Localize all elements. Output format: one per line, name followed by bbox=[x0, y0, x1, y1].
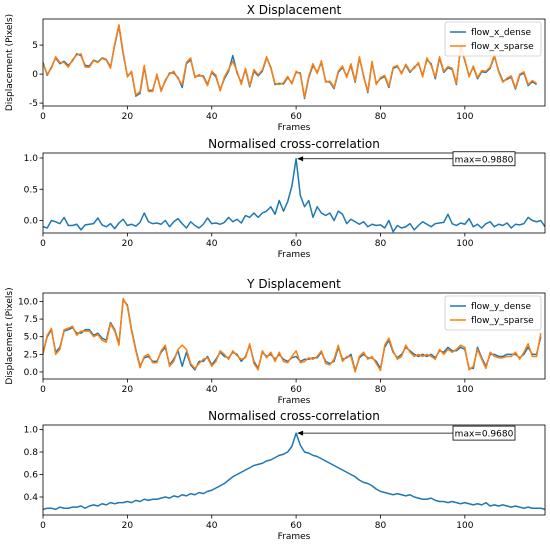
y-tick-label: 1.0 bbox=[24, 426, 39, 436]
x-axis-label: Frames bbox=[278, 250, 311, 260]
y-tick-label: 5.0 bbox=[24, 333, 39, 343]
x-axis-label: Frames bbox=[278, 396, 311, 406]
chart-panel-4: Normalised cross-correlation 0 20 40 60 80 100… bbox=[24, 409, 546, 542]
x-tick-label: 40 bbox=[206, 521, 218, 531]
x-tick-label: 0 bbox=[40, 385, 46, 395]
y-tick-label: -5 bbox=[29, 99, 38, 109]
series-line-series-1 bbox=[43, 158, 545, 233]
chart-title: Normalised cross-correlation bbox=[208, 409, 380, 423]
x-tick-label: 80 bbox=[375, 521, 387, 531]
legend-entry: flow_x_dense bbox=[471, 28, 532, 38]
legend-box bbox=[444, 21, 542, 57]
x-tick-label: 20 bbox=[122, 521, 134, 531]
x-tick-label: 100 bbox=[456, 385, 473, 395]
y-axis-label: Displacement (Pixels) bbox=[5, 287, 15, 384]
legend: flow_y_dense flow_y_sparse bbox=[444, 295, 542, 331]
series-line-series-1 bbox=[43, 432, 545, 511]
y-tick-label: 0.4 bbox=[24, 493, 39, 503]
y-tick-label: 0.5 bbox=[24, 185, 38, 195]
annotation-text: max=0.9880 bbox=[455, 155, 514, 165]
x-tick-label: 20 bbox=[122, 112, 134, 122]
x-tick-label: 100 bbox=[456, 112, 473, 122]
series-line-flow_x_sparse bbox=[43, 24, 537, 99]
annotation-box bbox=[452, 151, 516, 167]
chart-title: Normalised cross-correlation bbox=[208, 137, 380, 151]
annotation-box bbox=[452, 425, 516, 441]
x-tick-label: 60 bbox=[290, 521, 302, 531]
y-tick-label: 0.6 bbox=[24, 471, 39, 481]
annotation-arrow-head bbox=[297, 430, 304, 436]
y-tick-label: 0 bbox=[32, 70, 38, 80]
legend-box bbox=[444, 295, 542, 331]
x-axis-label: Frames bbox=[278, 532, 311, 542]
annotation-text: max=0.9680 bbox=[455, 430, 514, 440]
axes-frame bbox=[42, 424, 546, 516]
x-tick-label: 40 bbox=[206, 112, 218, 122]
y-tick-label: 0.0 bbox=[24, 368, 39, 378]
legend-entry: flow_x_sparse bbox=[471, 42, 534, 52]
x-tick-label: 60 bbox=[290, 385, 302, 395]
axes-frame bbox=[42, 152, 546, 234]
x-tick-label: 0 bbox=[40, 112, 46, 122]
x-tick-label: 0 bbox=[40, 521, 46, 531]
annotation-arrow-head bbox=[297, 156, 304, 162]
x-tick-label: 80 bbox=[375, 112, 387, 122]
x-axis-label: Frames bbox=[278, 123, 311, 133]
x-tick-label: 20 bbox=[122, 239, 134, 249]
x-tick-label: 80 bbox=[375, 385, 387, 395]
chart-title: X Displacement bbox=[247, 3, 342, 17]
legend-entry: flow_y_sparse bbox=[471, 316, 534, 326]
chart-title: Y Displacement bbox=[246, 277, 341, 291]
x-tick-label: 0 bbox=[40, 239, 46, 249]
x-tick-label: 80 bbox=[375, 239, 387, 249]
x-tick-label: 40 bbox=[206, 385, 218, 395]
y-tick-label: 7.5 bbox=[24, 315, 38, 325]
y-axis-label: Displacement (Pixels) bbox=[5, 14, 15, 111]
x-tick-label: 100 bbox=[456, 521, 473, 531]
legend-entry: flow_y_dense bbox=[471, 302, 532, 312]
chart-panel-2: Normalised cross-correlation 0 20 40 60 80 100… bbox=[24, 137, 546, 260]
axes-frame bbox=[42, 292, 546, 380]
y-tick-label: 2.5 bbox=[24, 350, 38, 360]
x-tick-label: 100 bbox=[456, 239, 473, 249]
x-tick-label: 60 bbox=[290, 112, 302, 122]
axes-frame bbox=[42, 18, 546, 107]
chart-panel-3: Y Displacement 0 20 40 60 80 100 0.0 2.5 5.0 7.5 10… bbox=[5, 277, 546, 406]
x-tick-label: 20 bbox=[122, 385, 134, 395]
legend: flow_x_dense flow_x_sparse bbox=[444, 21, 542, 57]
y-tick-label: 0.0 bbox=[24, 217, 39, 227]
series-line-flow_y_sparse bbox=[43, 297, 542, 373]
y-tick-label: 5 bbox=[32, 41, 38, 51]
x-tick-label: 60 bbox=[290, 239, 302, 249]
x-tick-label: 40 bbox=[206, 239, 218, 249]
y-tick-label: 0.8 bbox=[24, 448, 39, 458]
y-tick-label: 1.0 bbox=[24, 154, 39, 164]
y-tick-label: 10.0 bbox=[18, 297, 38, 307]
